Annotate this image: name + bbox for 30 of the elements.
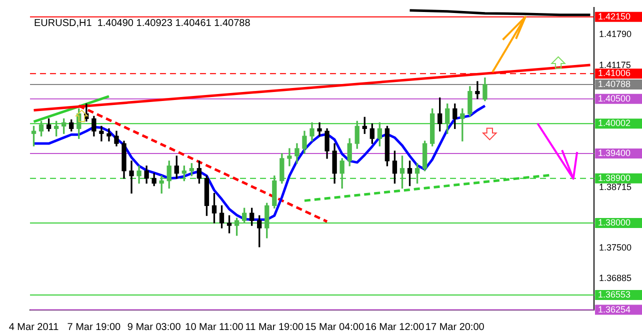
ref-line-label: 1.40500 — [598, 93, 631, 104]
x-tick-label: 9 Mar 03:00 — [127, 322, 182, 333]
ref-line-label: 1.40788 — [598, 79, 631, 89]
x-tick-label: 16 Mar 12:00 — [365, 322, 425, 333]
ref-line-label: 1.39400 — [598, 148, 631, 158]
y-tick-label: 1.36885 — [599, 272, 632, 283]
ref-line-label: 1.38900 — [598, 172, 631, 183]
y-tick-label: 1.37500 — [599, 242, 632, 252]
x-tick-label: 7 Mar 19:00 — [67, 322, 122, 333]
candlestick — [106, 128, 112, 142]
x-tick-label: 10 Mar 11:00 — [185, 322, 244, 333]
y-tick-label: 1.38715 — [599, 182, 632, 192]
ref-line-label: 1.42150 — [598, 11, 631, 22]
x-tick-label: 15 Mar 04:00 — [305, 322, 364, 333]
y-tick-label: 1.41175 — [599, 60, 631, 70]
ref-line-label: 1.38000 — [598, 218, 631, 228]
ref-line-label: 1.36254 — [598, 304, 631, 314]
ref-line-label: 1.41006 — [598, 68, 631, 78]
x-tick-label: 11 Mar 19:00 — [245, 322, 304, 333]
candlestick — [475, 81, 480, 100]
candlestick — [317, 122, 322, 136]
y-tick-label: 1.41790 — [599, 29, 632, 40]
text: EURUSD,H1 1.40490 1.40923 1.40461 1.40788 — [34, 18, 251, 30]
ref-line-label: 1.36553 — [598, 289, 631, 300]
x-tick-label: 4 Mar 2011 — [8, 322, 60, 333]
candlestick — [99, 126, 104, 142]
candlestick — [287, 148, 292, 166]
candlestick — [129, 160, 134, 194]
x-tick-label: 17 Mar 20:00 — [425, 322, 485, 333]
ref-line-label: 1.40002 — [598, 118, 631, 128]
